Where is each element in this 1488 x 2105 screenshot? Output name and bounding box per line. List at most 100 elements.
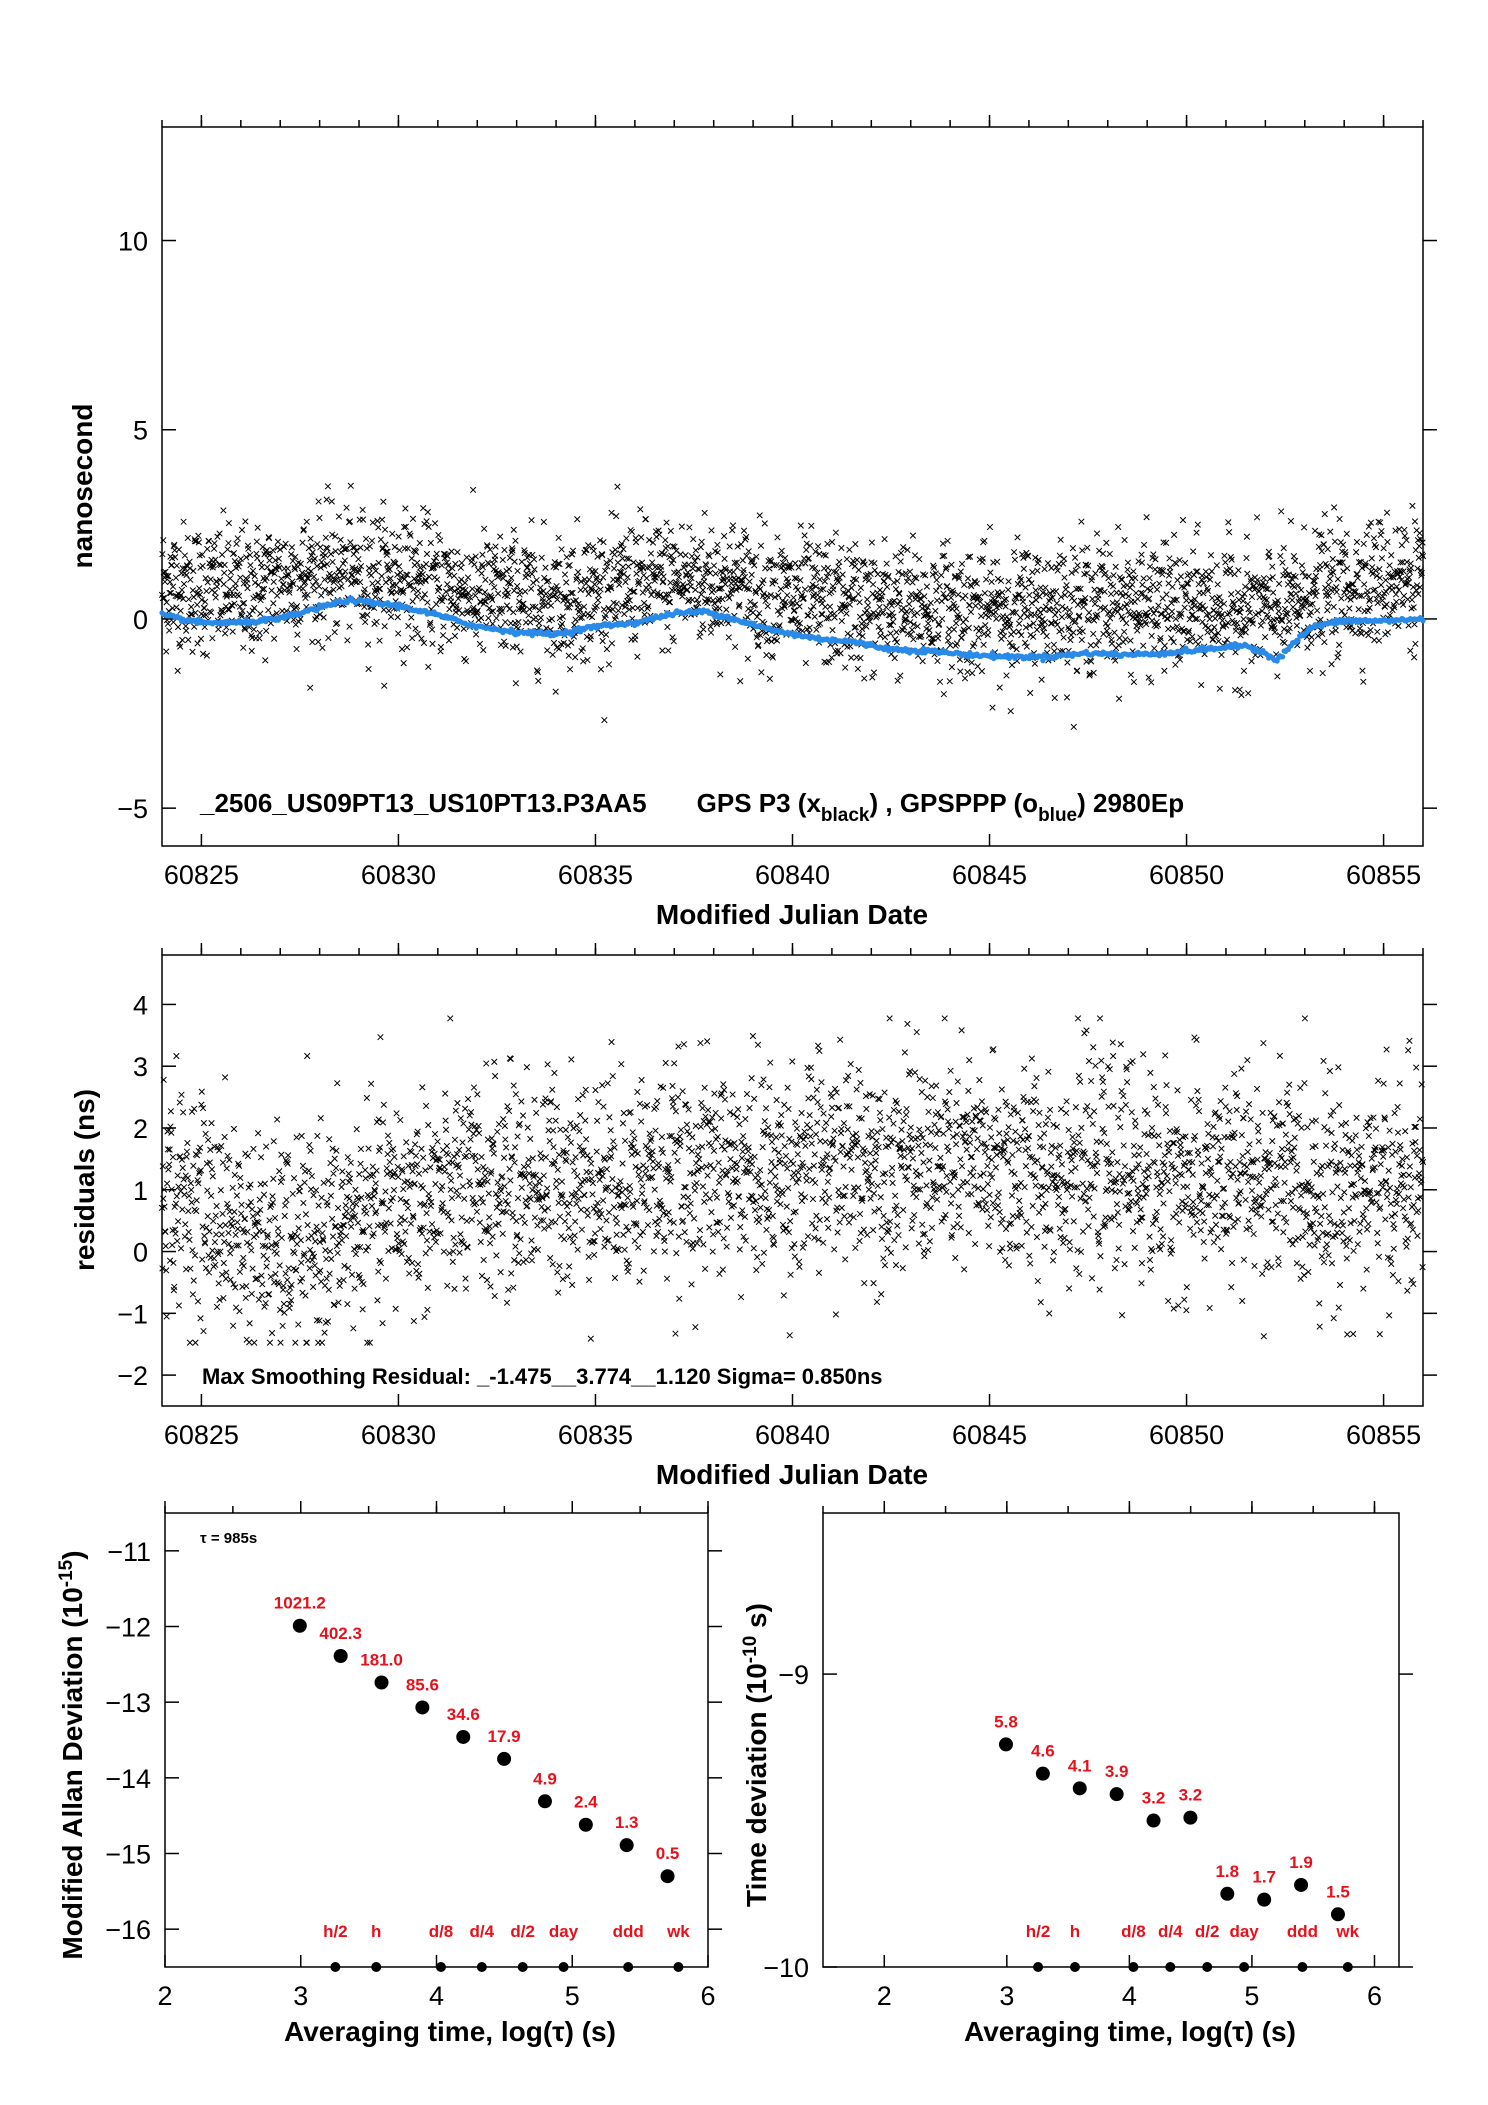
data-point <box>404 1204 412 1212</box>
data-point <box>1366 596 1374 603</box>
data-point <box>1074 667 1081 674</box>
data-point <box>325 1286 332 1293</box>
data-point <box>279 1174 286 1182</box>
data-point <box>382 1188 389 1195</box>
data-point <box>1297 612 1304 619</box>
data-point <box>270 600 277 607</box>
data-point <box>743 585 751 592</box>
data-point <box>262 627 270 634</box>
data-point <box>552 1183 560 1191</box>
data-point <box>776 622 783 629</box>
data-point <box>957 668 964 675</box>
data-point <box>832 529 840 536</box>
data-point <box>907 631 914 638</box>
data-point <box>409 1168 416 1175</box>
data-point <box>641 611 648 618</box>
data-point <box>1391 604 1398 611</box>
data-point <box>518 1098 525 1105</box>
data-point <box>397 1196 404 1203</box>
data-point <box>1313 588 1320 595</box>
data-point <box>949 589 957 597</box>
data-point <box>529 1155 536 1162</box>
data-point <box>729 522 737 529</box>
data-point <box>345 1170 352 1177</box>
data-point <box>501 546 508 554</box>
data-point <box>440 1248 448 1255</box>
data-point <box>1301 603 1308 610</box>
data-point <box>376 637 383 644</box>
data-point <box>292 553 299 561</box>
data-point <box>216 530 223 537</box>
data-point <box>259 1281 266 1288</box>
data-point <box>688 574 695 582</box>
data-point <box>1002 603 1009 610</box>
data-point <box>163 1180 171 1187</box>
data-point <box>924 604 931 611</box>
data-point <box>522 1256 530 1264</box>
data-point <box>719 596 726 603</box>
data-point <box>305 1167 313 1174</box>
data-point <box>318 1339 326 1346</box>
data-point <box>266 1339 274 1346</box>
data-point <box>403 644 411 651</box>
data-point <box>398 1214 405 1221</box>
data-point <box>554 1166 561 1173</box>
data-point <box>1008 661 1016 669</box>
data-point <box>340 560 347 567</box>
data-point <box>574 516 581 523</box>
data-point <box>1228 591 1235 598</box>
data-point <box>231 600 238 607</box>
data-point <box>558 620 566 628</box>
data-point <box>419 1084 426 1091</box>
data-point <box>1418 572 1425 579</box>
data-point <box>393 1110 400 1117</box>
data-point <box>1145 674 1152 681</box>
data-point <box>764 603 771 610</box>
data-point <box>551 559 558 566</box>
data-point <box>1319 669 1326 677</box>
data-point <box>302 1211 310 1218</box>
data-point <box>839 583 847 590</box>
data-point <box>814 591 821 599</box>
data-point <box>1363 531 1370 538</box>
data-point <box>982 611 989 619</box>
data-point <box>1309 600 1316 608</box>
data-point <box>262 1143 270 1150</box>
data-point <box>449 1159 456 1166</box>
data-point <box>280 1282 287 1290</box>
data-point <box>585 576 593 583</box>
data-point <box>645 581 652 589</box>
data-point <box>643 574 650 582</box>
data-point <box>1123 620 1130 627</box>
y-tick-label: 10 <box>118 227 148 257</box>
data-point <box>361 586 368 593</box>
data-point <box>433 550 440 557</box>
data-point <box>441 594 448 601</box>
data-point <box>207 576 214 583</box>
data-point <box>897 558 904 565</box>
data-point <box>331 1155 338 1162</box>
data-point <box>1093 641 1100 649</box>
data-point <box>566 666 574 673</box>
data-point <box>1058 613 1066 621</box>
data-point <box>1049 588 1057 595</box>
data-point <box>1082 594 1089 602</box>
data-point <box>856 613 864 620</box>
data-point <box>394 571 401 578</box>
data-point <box>948 561 955 568</box>
data-point <box>593 574 601 581</box>
data-point <box>464 607 471 614</box>
data-point <box>709 619 716 626</box>
data-point <box>347 482 354 489</box>
data-point <box>286 583 293 590</box>
data-point <box>1286 624 1293 632</box>
data-point <box>351 1285 358 1292</box>
data-point <box>444 1209 451 1216</box>
data-point <box>862 572 870 579</box>
data-point <box>1389 573 1397 580</box>
data-point <box>1375 518 1382 525</box>
data-point <box>414 630 421 637</box>
data-point <box>1107 590 1115 598</box>
data-point <box>900 624 908 631</box>
data-point <box>348 1271 356 1278</box>
